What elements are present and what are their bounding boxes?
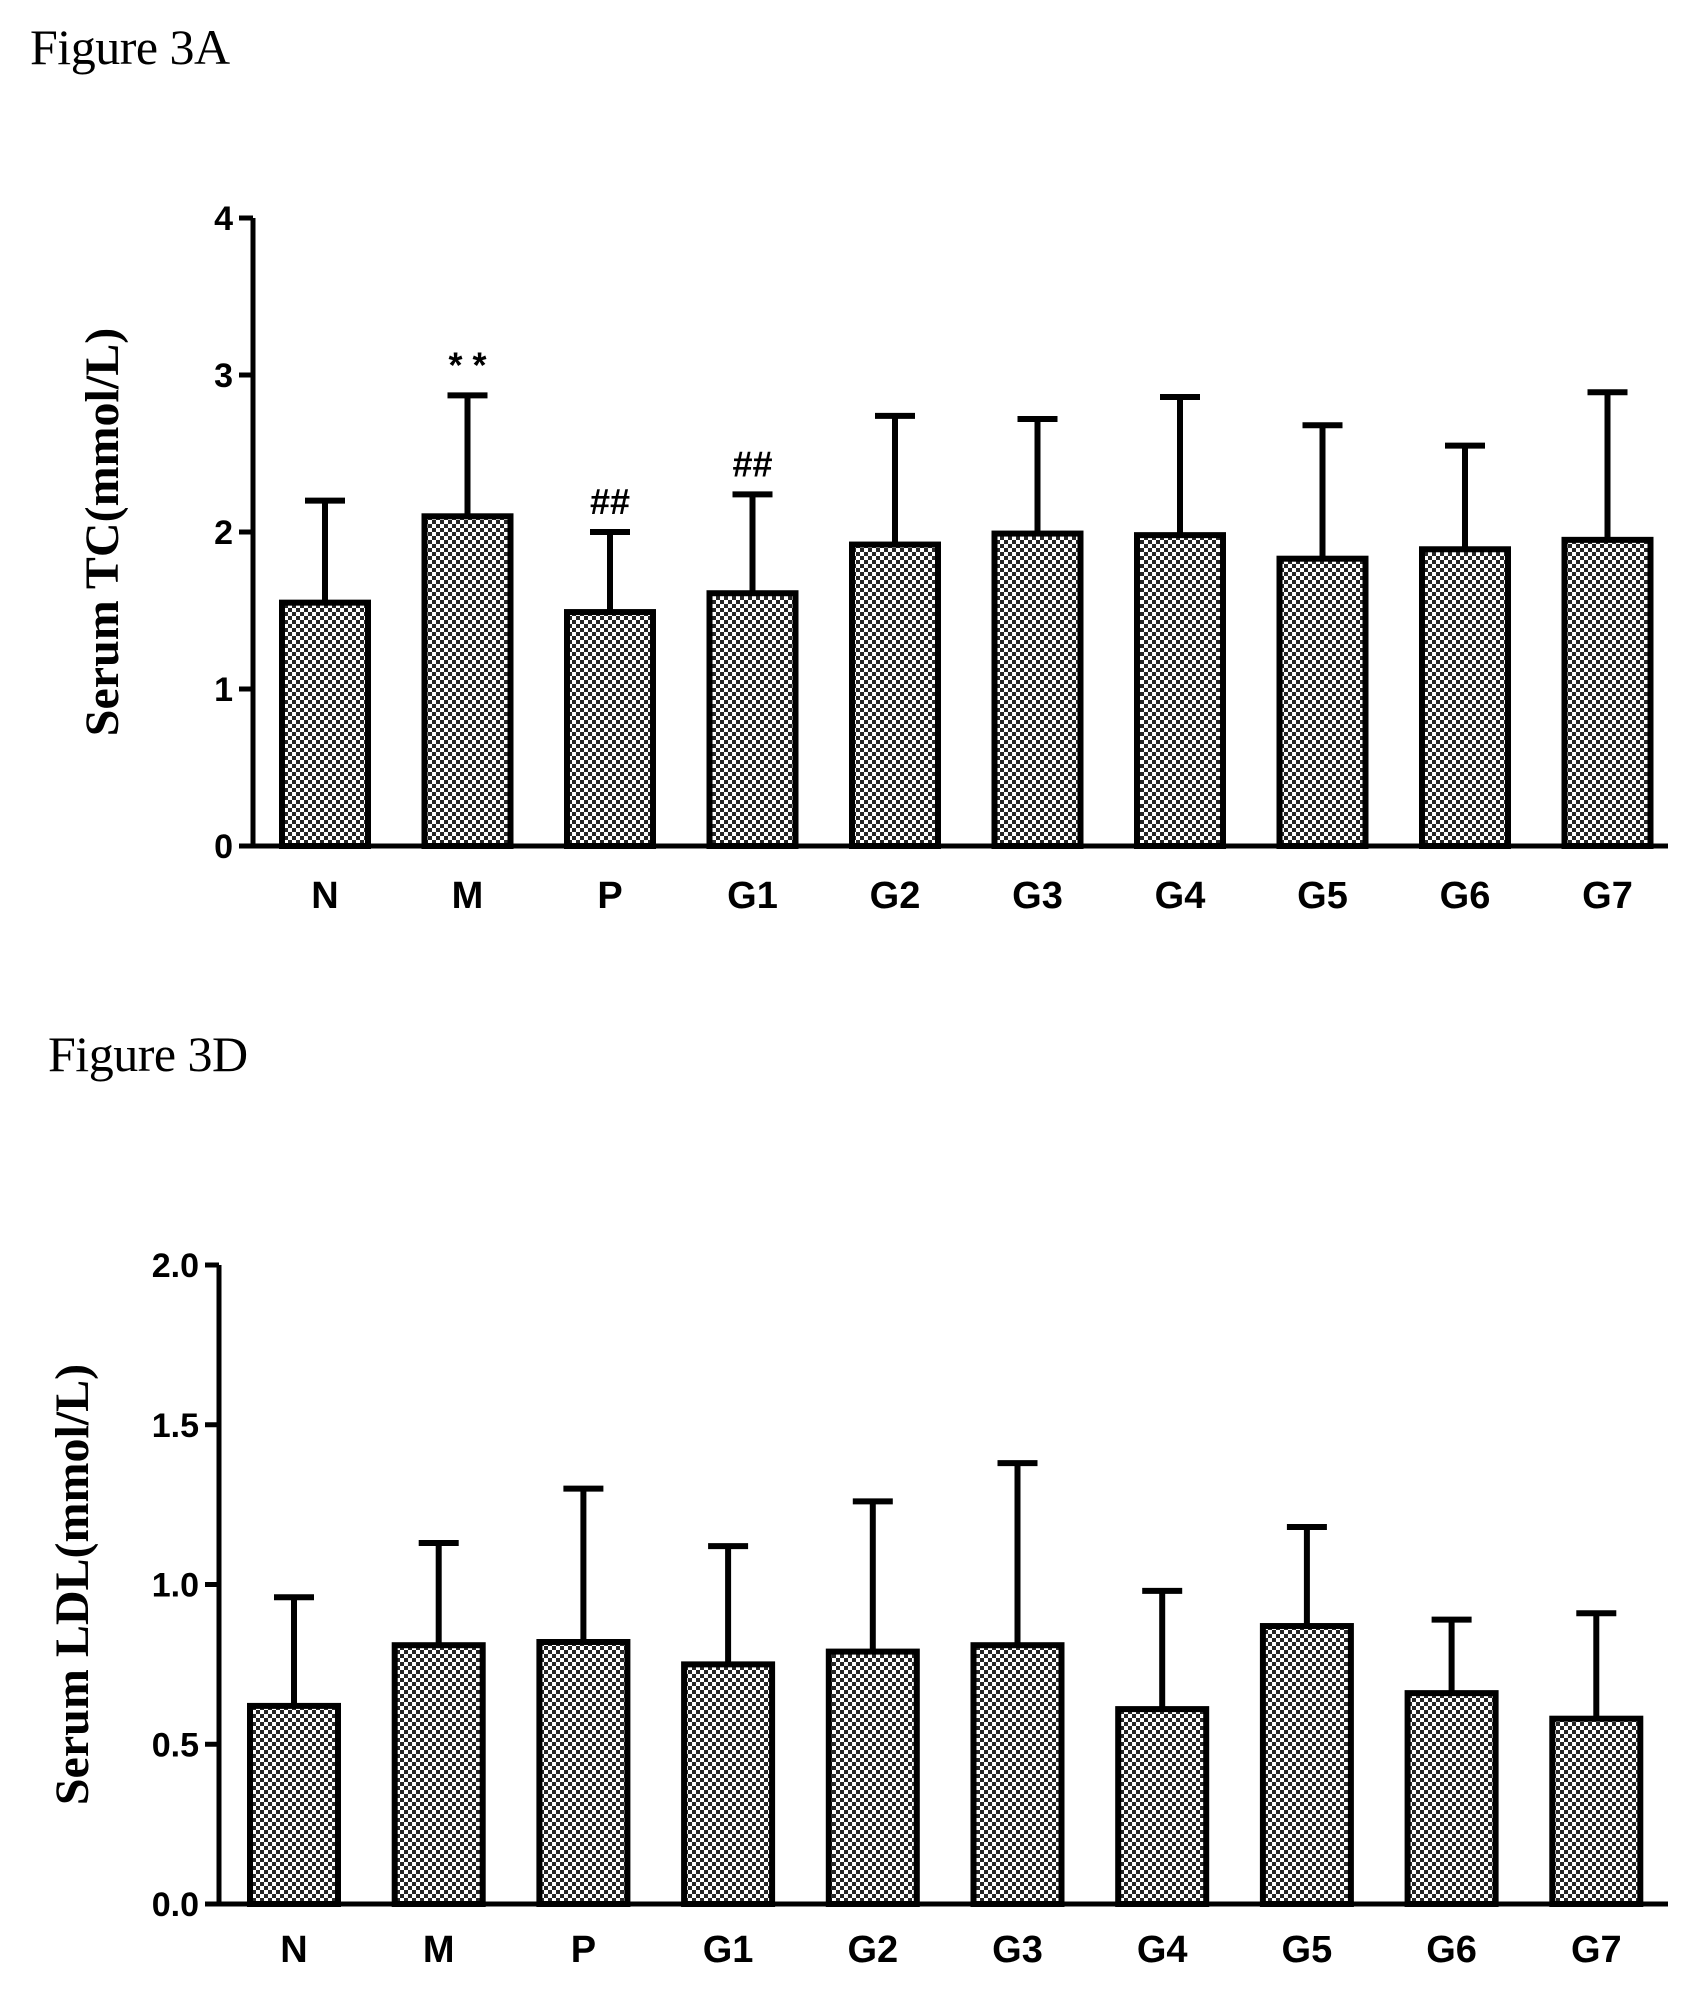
y-tick-label: 1.5 (152, 1407, 199, 1445)
y-tick-label: 0 (214, 828, 233, 866)
bar-G1 (681, 1661, 776, 1907)
bar-G3 (991, 530, 1084, 849)
y-tick-label: 1.0 (152, 1567, 199, 1605)
x-category-label: G3 (992, 1929, 1043, 1971)
y-axis-label: Serum TC(mmol/L) (76, 328, 129, 736)
chart-figure-3d: 0.0 0.5 1.0 1.5 2.0 Serum LDL(mmol/L) N M P G1 G2 G… (46, 1247, 1668, 1971)
x-category-label: G4 (1137, 1929, 1188, 1971)
y-tick-label: 1 (214, 671, 233, 709)
bar-G4 (1134, 532, 1226, 849)
bar-G5 (1259, 1623, 1354, 1907)
x-category-label: P (571, 1929, 596, 1971)
x-category-label: G2 (870, 875, 921, 917)
x-category-label: G2 (847, 1929, 898, 1971)
x-category-label: G3 (1012, 875, 1063, 917)
y-axis-label: Serum LDL(mmol/L) (46, 1364, 99, 1805)
bar-P (564, 609, 656, 849)
bar-G2 (849, 541, 941, 849)
y-tick-label: 2.0 (152, 1247, 199, 1285)
figure-3d-title: Figure 3D (48, 1026, 248, 1082)
y-tick-label: 0.5 (152, 1726, 199, 1764)
y-tick-label: 3 (214, 357, 233, 395)
x-category-label: P (597, 875, 622, 917)
x-category-label: G5 (1297, 875, 1348, 917)
bar-N (247, 1702, 341, 1907)
x-category-label: G6 (1440, 875, 1491, 917)
x-category-label: G5 (1282, 1929, 1333, 1971)
bar-G4 (1115, 1706, 1210, 1908)
x-category-label: G7 (1582, 875, 1633, 917)
bar-G5 (1276, 555, 1369, 849)
figure-3a-title: Figure 3A (30, 19, 230, 75)
bar-G6 (1419, 546, 1511, 849)
x-category-label: M (423, 1929, 455, 1971)
x-category-label: G6 (1426, 1929, 1477, 1971)
x-category-label: N (280, 1929, 307, 1971)
bar-G3 (970, 1642, 1065, 1907)
significance-annotation: ## (732, 443, 772, 484)
y-tick-label: 2 (214, 514, 233, 552)
bar-G6 (1404, 1690, 1499, 1907)
x-category-label: G1 (727, 875, 778, 917)
y-tick-label: 4 (214, 200, 233, 238)
significance-annotation: ## (590, 481, 630, 522)
bar-M (421, 513, 514, 849)
bar-G7 (1549, 1715, 1644, 1907)
x-category-label: N (311, 875, 338, 917)
x-category-label: G7 (1571, 1929, 1622, 1971)
bar-N (279, 599, 371, 849)
x-category-label: M (452, 875, 484, 917)
chart-figure-3a: 0 1 2 3 4 Serum TC(mmol/L) N M * * P ## G1 ## G2 G3 G4 G… (76, 200, 1668, 917)
bar-G7 (1561, 536, 1654, 849)
significance-annotation: * * (448, 344, 486, 385)
x-category-label: G1 (703, 1929, 754, 1971)
y-tick-label: 0.0 (152, 1886, 199, 1924)
bar-G1 (706, 590, 799, 850)
bar-P (536, 1639, 631, 1907)
bar-G2 (825, 1648, 920, 1907)
bar-M (391, 1642, 486, 1907)
x-category-label: G4 (1155, 875, 1206, 917)
